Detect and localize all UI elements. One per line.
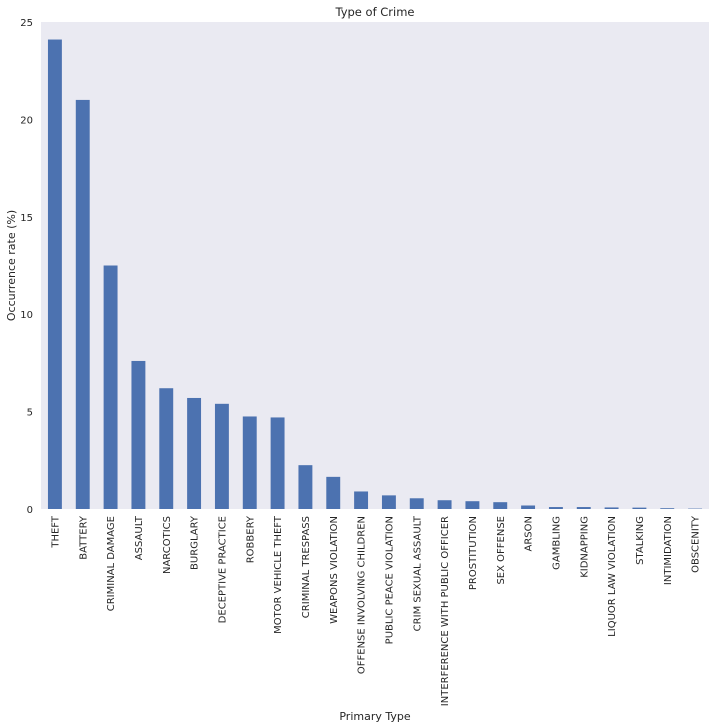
x-tick-label: MOTOR VEHICLE THEFT bbox=[273, 515, 284, 634]
x-tick-label: ARSON bbox=[524, 516, 535, 552]
x-tick-label: BATTERY bbox=[78, 515, 89, 560]
bar bbox=[604, 507, 619, 509]
x-tick-label: LIQUOR LAW VIOLATION bbox=[607, 516, 618, 637]
x-tick-label: ASSAULT bbox=[134, 515, 145, 560]
bar bbox=[75, 99, 90, 510]
bar bbox=[354, 491, 369, 509]
y-tick-label: 10 bbox=[20, 310, 33, 321]
bars-group bbox=[47, 39, 703, 510]
x-tick-label: INTIMIDATION bbox=[663, 516, 674, 585]
y-axis-title: Occurrence rate (%) bbox=[5, 210, 18, 321]
x-axis-ticks: THEFT BATTERY CRIMINAL DAMAGE ASSAULT NARCOT… bbox=[50, 515, 701, 706]
bar bbox=[298, 465, 313, 509]
x-tick-label: GAMBLING bbox=[551, 516, 562, 570]
bar bbox=[326, 476, 341, 509]
bar bbox=[47, 39, 62, 509]
x-tick-label: CRIM SEXUAL ASSAULT bbox=[412, 515, 423, 631]
chart-title: Type of Crime bbox=[334, 5, 414, 19]
x-tick-label: PROSTITUTION bbox=[468, 516, 479, 590]
x-tick-label: SEX OFFENSE bbox=[496, 516, 507, 585]
x-tick-label: CRIMINAL DAMAGE bbox=[106, 516, 117, 611]
bar bbox=[465, 501, 480, 509]
y-tick-label: 20 bbox=[20, 115, 33, 126]
x-tick-label: DECEPTIVE PRACTICE bbox=[217, 516, 228, 623]
x-tick-label: KIDNAPPING bbox=[579, 516, 590, 578]
x-tick-label: BURGLARY bbox=[190, 515, 201, 570]
x-tick-label: PUBLIC PEACE VIOLATION bbox=[384, 516, 395, 644]
bar bbox=[632, 507, 647, 509]
y-tick-label: 25 bbox=[20, 18, 33, 29]
x-tick-label: NARCOTICS bbox=[162, 516, 173, 574]
bar bbox=[576, 507, 591, 509]
x-tick-label: WEAPONS VIOLATION bbox=[329, 516, 340, 624]
bar bbox=[437, 500, 452, 509]
y-axis-ticks: 0 5 10 15 20 25 bbox=[20, 18, 33, 516]
bar bbox=[131, 360, 146, 509]
bar bbox=[270, 417, 285, 509]
bar bbox=[214, 403, 229, 509]
bar bbox=[548, 507, 563, 509]
bar bbox=[242, 416, 257, 509]
x-tick-label: CRIMINAL TRESPASS bbox=[301, 516, 312, 618]
bar bbox=[159, 388, 174, 509]
x-tick-label: INTERFERENCE WITH PUBLIC OFFICER bbox=[440, 516, 451, 706]
bar bbox=[187, 397, 202, 509]
x-tick-label: STALKING bbox=[635, 516, 646, 565]
x-tick-label: THEFT bbox=[50, 515, 61, 549]
x-tick-label: ROBBERY bbox=[245, 515, 256, 563]
bar bbox=[493, 502, 508, 509]
y-tick-label: 5 bbox=[27, 408, 33, 419]
bar bbox=[521, 505, 536, 509]
y-tick-label: 0 bbox=[27, 505, 33, 516]
bar bbox=[660, 508, 675, 509]
x-tick-label: OFFENSE INVOLVING CHILDREN bbox=[357, 516, 368, 674]
x-tick-label: OBSCENITY bbox=[691, 515, 702, 573]
plot-area bbox=[41, 22, 709, 509]
x-axis-title: Primary Type bbox=[339, 710, 411, 723]
bar bbox=[103, 265, 118, 509]
bar bbox=[381, 495, 396, 509]
bar bbox=[409, 498, 424, 509]
y-tick-label: 15 bbox=[20, 213, 33, 224]
